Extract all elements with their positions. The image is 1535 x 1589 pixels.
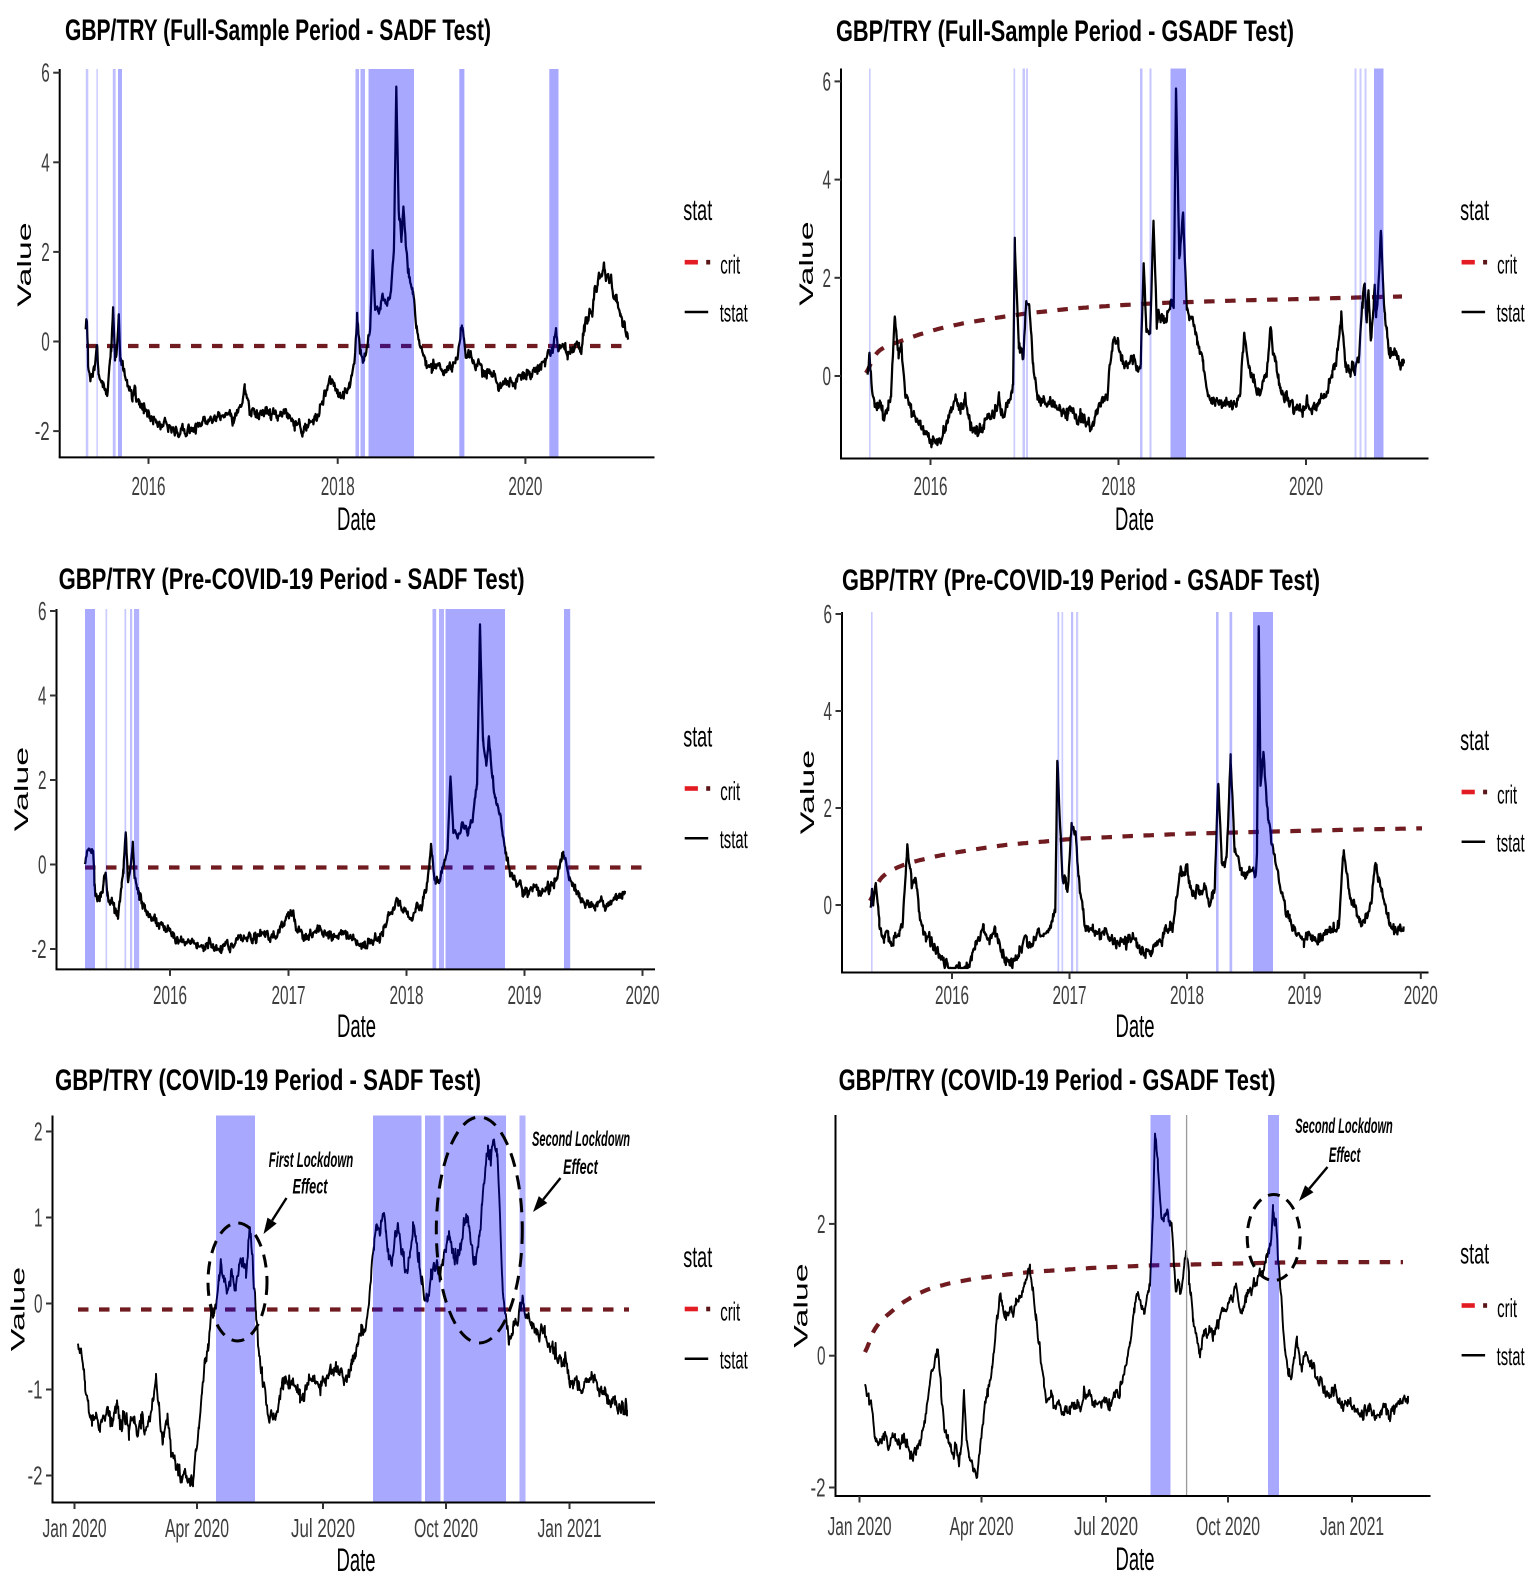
svg-text:2018: 2018 <box>321 471 355 501</box>
svg-text:stat: stat <box>683 194 712 227</box>
svg-text:2020: 2020 <box>1404 980 1438 1010</box>
svg-text:crit: crit <box>1497 1293 1517 1323</box>
svg-text:2019: 2019 <box>1288 980 1322 1010</box>
svg-text:Jan 2020: Jan 2020 <box>828 1511 892 1541</box>
svg-text:2019: 2019 <box>508 980 542 1010</box>
svg-text:stat: stat <box>683 721 712 754</box>
svg-text:Date: Date <box>337 1008 376 1044</box>
svg-text:tstat: tstat <box>720 298 748 328</box>
svg-text:GBP/TRY (Full-Sample Period -: GBP/TRY (Full-Sample Period - SADF Test) <box>65 14 491 47</box>
svg-text:crit: crit <box>720 250 740 280</box>
svg-text:Oct 2020: Oct 2020 <box>414 1513 478 1543</box>
svg-text:Oct 2020: Oct 2020 <box>1196 1511 1260 1541</box>
svg-text:Date: Date <box>1116 1541 1155 1577</box>
svg-text:Effect: Effect <box>1329 1144 1361 1167</box>
svg-text:2: 2 <box>41 237 50 267</box>
svg-text:2: 2 <box>824 793 833 823</box>
svg-text:tstat: tstat <box>720 1344 748 1374</box>
svg-text:Jan 2020: Jan 2020 <box>43 1513 107 1543</box>
svg-text:Effect: Effect <box>563 1156 598 1179</box>
svg-text:crit: crit <box>720 1297 740 1327</box>
svg-text:2: 2 <box>38 765 47 795</box>
svg-text:2018: 2018 <box>1170 980 1204 1010</box>
svg-text:tstat: tstat <box>1497 1341 1525 1371</box>
svg-text:-2: -2 <box>32 934 47 964</box>
svg-text:crit: crit <box>1497 780 1517 810</box>
svg-text:stat: stat <box>1460 1238 1489 1271</box>
svg-text:2016: 2016 <box>153 980 187 1010</box>
svg-text:2017: 2017 <box>272 980 306 1010</box>
svg-text:-2: -2 <box>811 1473 826 1503</box>
svg-text:2020: 2020 <box>1289 471 1323 501</box>
svg-text:Value: Value <box>796 750 818 834</box>
svg-text:Effect: Effect <box>293 1176 329 1199</box>
svg-text:0: 0 <box>817 1341 826 1371</box>
svg-text:6: 6 <box>824 599 833 629</box>
svg-text:6: 6 <box>38 596 47 626</box>
svg-text:Jul 2020: Jul 2020 <box>291 1513 355 1543</box>
svg-text:Date: Date <box>337 1542 376 1578</box>
svg-text:Jul 2020: Jul 2020 <box>1074 1511 1138 1541</box>
svg-text:6: 6 <box>41 58 50 88</box>
svg-text:GBP/TRY (Pre-COVID-19 Period -: GBP/TRY (Pre-COVID-19 Period - GSADF Tes… <box>842 564 1320 597</box>
svg-text:Value: Value <box>790 1263 812 1347</box>
svg-text:2: 2 <box>817 1209 826 1239</box>
svg-text:4: 4 <box>41 147 50 177</box>
svg-text:-2: -2 <box>35 416 50 446</box>
svg-text:tstat: tstat <box>1497 827 1525 857</box>
svg-text:Date: Date <box>1115 501 1154 537</box>
svg-text:0: 0 <box>823 361 832 391</box>
svg-text:stat: stat <box>1460 724 1489 757</box>
svg-text:6: 6 <box>823 66 832 96</box>
svg-text:crit: crit <box>1497 250 1517 280</box>
svg-text:Apr 2020: Apr 2020 <box>950 1511 1014 1541</box>
svg-text:2018: 2018 <box>1102 471 1136 501</box>
svg-text:First Lockdown: First Lockdown <box>269 1149 354 1172</box>
svg-text:4: 4 <box>38 681 47 711</box>
svg-text:stat: stat <box>683 1241 712 1274</box>
svg-text:Apr 2020: Apr 2020 <box>165 1513 229 1543</box>
svg-text:1: 1 <box>34 1203 43 1233</box>
svg-text:0: 0 <box>41 327 50 357</box>
svg-text:0: 0 <box>824 890 833 920</box>
svg-text:2: 2 <box>823 263 832 293</box>
svg-text:-1: -1 <box>28 1375 43 1405</box>
svg-text:-2: -2 <box>28 1461 43 1491</box>
svg-text:4: 4 <box>824 696 833 726</box>
svg-text:2016: 2016 <box>914 471 948 501</box>
svg-text:2018: 2018 <box>390 980 424 1010</box>
svg-text:crit: crit <box>720 776 740 806</box>
svg-text:stat: stat <box>1460 194 1489 227</box>
svg-text:GBP/TRY (Full-Sample Period -: GBP/TRY (Full-Sample Period - GSADF Test… <box>836 15 1294 48</box>
svg-text:2016: 2016 <box>132 471 166 501</box>
svg-text:Value: Value <box>795 221 817 305</box>
svg-text:Date: Date <box>1116 1008 1155 1044</box>
svg-text:0: 0 <box>34 1289 43 1319</box>
svg-text:Jan 2021: Jan 2021 <box>538 1513 602 1543</box>
svg-text:Value: Value <box>13 222 35 306</box>
svg-text:GBP/TRY (COVID-19 Period - GSA: GBP/TRY (COVID-19 Period - GSADF Test) <box>839 1064 1276 1097</box>
svg-text:GBP/TRY (COVID-19 Period - SAD: GBP/TRY (COVID-19 Period - SADF Test) <box>55 1064 481 1097</box>
svg-text:4: 4 <box>823 165 832 195</box>
svg-text:Date: Date <box>337 501 376 537</box>
svg-text:tstat: tstat <box>720 824 748 854</box>
svg-text:Second Lockdown: Second Lockdown <box>1295 1115 1393 1138</box>
svg-text:2017: 2017 <box>1053 980 1087 1010</box>
svg-text:2: 2 <box>34 1117 43 1147</box>
svg-text:0: 0 <box>38 850 47 880</box>
svg-text:Value: Value <box>10 747 32 831</box>
svg-text:2020: 2020 <box>508 471 542 501</box>
svg-text:2016: 2016 <box>935 980 969 1010</box>
svg-text:tstat: tstat <box>1497 298 1525 328</box>
svg-text:Value: Value <box>7 1267 29 1351</box>
svg-text:2020: 2020 <box>626 980 660 1010</box>
svg-text:Second Lockdown: Second Lockdown <box>532 1128 630 1151</box>
svg-text:Jan 2021: Jan 2021 <box>1320 1511 1384 1541</box>
svg-text:GBP/TRY (Pre-COVID-19 Period -: GBP/TRY (Pre-COVID-19 Period - SADF Test… <box>59 563 525 596</box>
